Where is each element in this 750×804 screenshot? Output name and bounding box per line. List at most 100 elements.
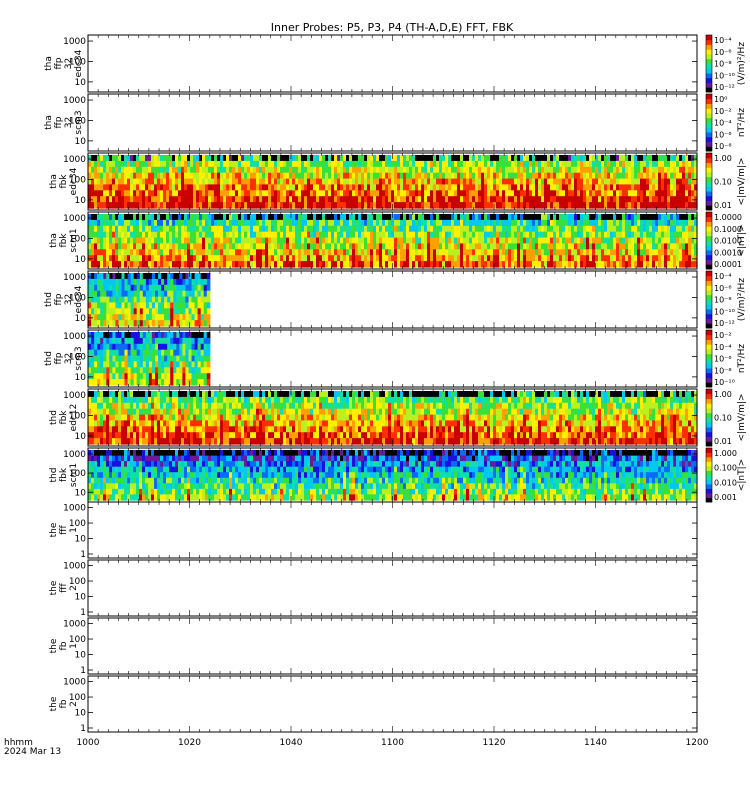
colorbar-swatch xyxy=(706,113,712,118)
colorbar-swatch xyxy=(706,281,712,286)
colorbar-swatch xyxy=(706,78,712,83)
y-tick-label: 1 xyxy=(80,666,86,676)
y-tick-label: 10 xyxy=(75,432,87,442)
colorbar-swatch xyxy=(706,493,712,498)
colorbar-tick-label: 10⁻¹⁰ xyxy=(714,71,735,80)
colorbar-swatch xyxy=(706,182,712,187)
colorbar-swatch xyxy=(706,349,712,354)
colorbar-swatch xyxy=(706,403,712,408)
colorbar-swatch xyxy=(706,471,712,476)
colorbar-swatch xyxy=(706,363,712,368)
y-axis-label: fbk xyxy=(59,467,69,482)
colorbar-swatch xyxy=(706,123,712,128)
colorbar-tick-label: 10⁻⁸ xyxy=(714,142,732,151)
y-axis-label: edc34 xyxy=(74,49,84,77)
colorbar-tick-label: 0.010 xyxy=(714,478,737,487)
colorbar-swatch xyxy=(706,236,712,241)
colorbar: 1.000.100.01<|mV/m|> xyxy=(706,389,747,447)
colorbar-swatch xyxy=(706,127,712,132)
figure-title: Inner Probes: P5, P3, P4 (TH-A,D,E) FFT,… xyxy=(271,21,514,34)
colorbar-tick-label: 10⁻⁴ xyxy=(714,343,732,352)
colorbar-tick-label: 0.01 xyxy=(714,437,732,446)
colorbar-swatch xyxy=(706,217,712,222)
colorbar-swatch xyxy=(706,484,712,489)
colorbar-swatch xyxy=(706,394,712,399)
colorbar-swatch xyxy=(706,413,712,418)
y-tick-label: 1 xyxy=(80,724,86,734)
y-axis-label: thd xyxy=(44,292,54,307)
y-axis-label: ffp xyxy=(54,116,64,128)
date-label: 2024 Mar 13 xyxy=(4,747,61,757)
colorbar-swatch xyxy=(706,68,712,73)
colorbar-tick-label: 1.00 xyxy=(714,390,732,399)
colorbar-swatch xyxy=(706,418,712,423)
y-axis-label: fff xyxy=(59,582,69,592)
colorbar-swatch xyxy=(706,94,712,99)
colorbar-swatch xyxy=(706,158,712,163)
colorbar-swatch xyxy=(706,250,712,255)
colorbar: 1.000.100.01<|mV/m|> xyxy=(706,153,747,211)
panel-frame xyxy=(88,35,697,92)
y-axis-label: thd xyxy=(49,468,59,483)
colorbar-label: <|nT|> xyxy=(737,459,747,491)
y-tick-label: 1000 xyxy=(63,214,86,224)
colorbar-swatch xyxy=(706,457,712,462)
colorbar-swatch xyxy=(706,344,712,349)
colorbar-label: (V/m)²/Hz xyxy=(737,278,747,321)
panel-frame xyxy=(88,94,697,151)
colorbar-tick-label: 1.00 xyxy=(714,154,732,163)
y-tick-label: 10 xyxy=(75,314,87,324)
colorbar-tick-label: 0.0001 xyxy=(714,260,742,269)
spectrogram-cells xyxy=(88,332,210,386)
colorbar-swatch xyxy=(706,167,712,172)
colorbar-swatch xyxy=(706,378,712,383)
y-axis-label: ffp xyxy=(54,293,64,305)
y-axis-label: fb xyxy=(59,641,69,650)
colorbar-swatch xyxy=(706,231,712,236)
y-axis-label: edc34 xyxy=(74,285,84,313)
y-axis-label: thd xyxy=(49,410,59,425)
colorbar-tick-label: 10⁻⁶ xyxy=(714,284,732,293)
y-axis-label: scm1 xyxy=(69,463,79,487)
colorbar-swatch xyxy=(706,186,712,191)
colorbar-swatch xyxy=(706,309,712,314)
colorbar-tick-label: 10⁻⁸ xyxy=(714,296,732,305)
colorbar-swatch xyxy=(706,399,712,404)
colorbar-swatch xyxy=(706,83,712,88)
colorbar-swatch xyxy=(706,172,712,177)
y-tick-label: 10 xyxy=(75,535,87,545)
colorbar-swatch xyxy=(706,260,712,265)
y-axis-label: fbk xyxy=(59,174,69,189)
y-tick-label: 1000 xyxy=(63,562,86,572)
y-axis-label: edc12 xyxy=(69,404,79,432)
colorbar-swatch xyxy=(706,475,712,480)
panel-frame xyxy=(88,560,697,616)
y-axis-label: tha xyxy=(44,115,54,130)
colorbar-tick-label: 0.001 xyxy=(714,493,737,502)
colorbar-tick-label: 10⁻¹⁰ xyxy=(714,307,735,316)
y-tick-label: 10 xyxy=(75,255,87,265)
y-axis-label: tha xyxy=(49,174,59,189)
colorbar-tick-label: 10⁻² xyxy=(714,331,732,340)
colorbar-swatch xyxy=(706,354,712,359)
colorbar-swatch xyxy=(706,54,712,59)
colorbar-swatch xyxy=(706,35,712,40)
colorbar-swatch xyxy=(706,389,712,394)
colorbar: 1.0000.1000.0100.001<|nT|> xyxy=(706,448,747,502)
colorbar-swatch xyxy=(706,359,712,364)
colorbar-tick-label: 10⁻⁸ xyxy=(714,60,732,69)
y-tick-label: 10 xyxy=(75,78,87,88)
x-tick-label: 1040 xyxy=(280,738,303,748)
colorbar-swatch xyxy=(706,59,712,64)
spectrogram-cells xyxy=(88,450,698,501)
y-axis-label: 2 xyxy=(69,585,79,591)
spectrogram-cells xyxy=(88,155,698,209)
